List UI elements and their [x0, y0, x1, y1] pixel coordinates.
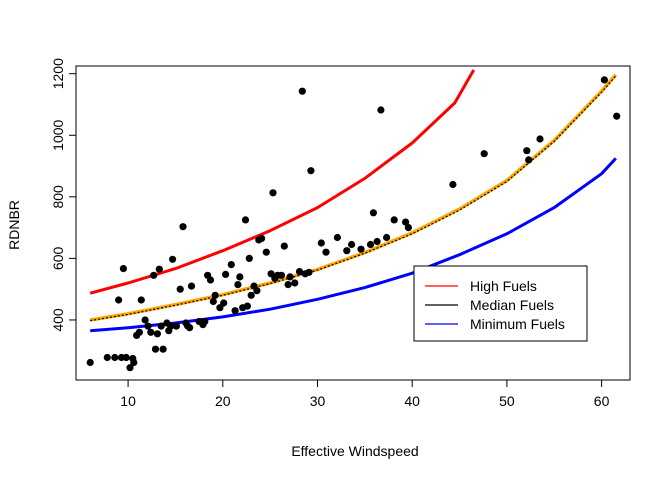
data-point	[295, 268, 304, 276]
x-tick-label: 50	[499, 393, 515, 409]
data-point	[159, 345, 167, 353]
legend-label: Median Fuels	[470, 297, 554, 313]
data-point	[284, 281, 292, 289]
data-point	[137, 296, 145, 304]
data-point	[383, 233, 391, 242]
y-axis-title: RDNBR	[6, 200, 22, 250]
data-point	[169, 255, 177, 263]
data-point	[245, 254, 253, 262]
y-tick-label: 1000	[50, 119, 66, 150]
data-point	[404, 224, 412, 232]
data-point	[222, 270, 230, 278]
data-point	[206, 276, 215, 284]
legend: High Fuels Median Fuels Minimum Fuels	[413, 265, 588, 342]
data-point	[111, 353, 119, 362]
data-point	[348, 240, 356, 249]
data-point	[122, 353, 130, 362]
data-point	[153, 330, 161, 338]
y-tick-label: 1200	[50, 58, 66, 89]
data-point	[115, 296, 123, 304]
data-point	[480, 150, 488, 158]
data-point	[253, 287, 261, 295]
x-tick-label: 10	[120, 393, 136, 409]
data-point	[141, 316, 149, 324]
data-point	[167, 322, 175, 330]
data-point	[150, 271, 158, 279]
data-point	[307, 167, 315, 175]
data-point	[119, 265, 127, 273]
data-point	[357, 245, 365, 253]
data-point	[258, 234, 266, 242]
x-tick-label: 30	[310, 393, 326, 409]
data-point	[209, 297, 217, 306]
data-point	[525, 156, 533, 164]
series-line-high-fuels	[89, 69, 476, 295]
data-point	[157, 322, 165, 330]
data-point	[291, 279, 299, 287]
data-point	[366, 240, 375, 249]
data-point	[179, 223, 187, 231]
data-point	[613, 112, 621, 120]
data-point	[144, 322, 152, 330]
data-point	[333, 233, 341, 242]
data-point	[243, 302, 251, 310]
data-point	[402, 218, 410, 226]
data-point	[449, 180, 457, 189]
data-point	[231, 307, 239, 315]
data-point	[151, 345, 160, 353]
series-line-median-fuels	[90, 75, 617, 322]
data-point	[172, 322, 180, 330]
data-point	[103, 353, 111, 362]
data-point	[377, 106, 385, 114]
data-point	[176, 285, 184, 293]
x-tick-label: 40	[404, 393, 420, 409]
data-point	[187, 282, 196, 290]
data-point	[523, 147, 531, 155]
legend-box	[413, 265, 588, 342]
data-point	[369, 209, 377, 217]
data-point	[234, 281, 242, 289]
x-axis: 10 20 30 40 50 60	[120, 379, 610, 409]
data-point	[343, 247, 351, 255]
data-point	[277, 271, 286, 279]
data-point	[155, 265, 163, 273]
y-tick-label: 600	[50, 247, 66, 271]
data-point	[262, 248, 270, 256]
data-points	[86, 76, 621, 372]
data-point	[186, 324, 194, 332]
data-point	[390, 216, 398, 224]
data-point	[201, 317, 209, 326]
data-point	[373, 237, 381, 246]
data-point	[298, 87, 306, 95]
data-point	[211, 291, 219, 299]
data-point	[269, 189, 277, 197]
x-tick-label: 60	[594, 393, 610, 409]
data-point	[247, 291, 255, 299]
y-tick-label: 400	[50, 308, 66, 332]
data-point	[135, 328, 143, 336]
series-line-orange	[89, 73, 618, 322]
data-point	[236, 273, 244, 281]
x-tick-label: 20	[215, 393, 231, 409]
data-point	[227, 261, 235, 269]
data-point	[322, 248, 330, 256]
data-point	[536, 135, 544, 143]
legend-label: Minimum Fuels	[470, 316, 565, 332]
data-point	[305, 268, 313, 276]
y-axis: 400 600 800 1000 1200	[50, 58, 77, 332]
data-point	[241, 216, 250, 224]
data-point	[130, 358, 138, 367]
data-point	[600, 76, 609, 84]
data-point	[317, 239, 325, 247]
legend-label: High Fuels	[470, 278, 537, 294]
data-point	[220, 299, 228, 307]
data-point	[286, 273, 294, 281]
x-axis-title: Effective Windspeed	[291, 443, 418, 459]
data-point	[126, 364, 134, 372]
data-point	[147, 328, 155, 336]
y-tick-label: 800	[50, 185, 66, 209]
data-point	[280, 242, 288, 250]
data-point	[86, 358, 94, 367]
